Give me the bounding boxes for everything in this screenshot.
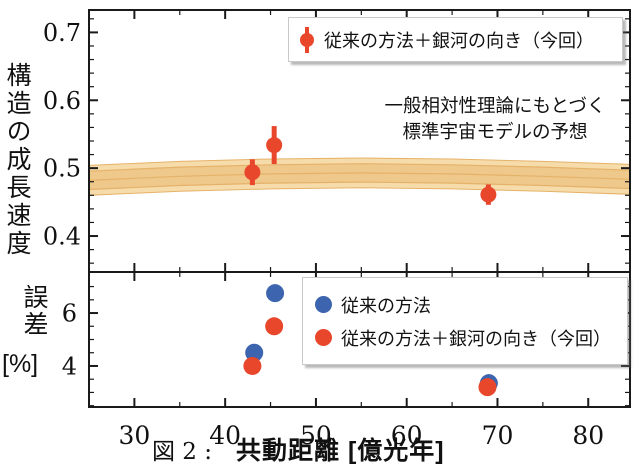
y-tick-label: 6 bbox=[62, 300, 77, 328]
y-tick-label: 4 bbox=[62, 352, 77, 380]
legend-label-conventional: 従来の方法 bbox=[341, 295, 431, 316]
x-tick-label: 80 bbox=[572, 421, 604, 450]
y-axis-label-percent: [%] bbox=[2, 350, 39, 378]
y-tick-label: 0.6 bbox=[43, 87, 81, 115]
x-axis-label: 共動距離 [億光年] bbox=[236, 437, 445, 465]
errorbar-marker-icon bbox=[298, 24, 316, 56]
band-annotation: 一般相対性理論にもとづく 標準宇宙モデルの予想 bbox=[354, 93, 636, 145]
x-tick-label: 70 bbox=[482, 421, 514, 450]
data-point bbox=[245, 343, 264, 362]
band-annotation-line1: 一般相対性理論にもとづく bbox=[384, 95, 606, 116]
blue-dot-icon bbox=[315, 296, 332, 313]
y-axis-label-growth-rate: 構造の成長速度 bbox=[3, 62, 31, 258]
y-tick-label: 0.5 bbox=[43, 155, 81, 183]
figure-caption: 図 2 : 共動距離 [億光年] bbox=[152, 431, 445, 467]
data-point bbox=[478, 378, 497, 397]
legend-label-new-method: 従来の方法＋銀河の向き（今回） bbox=[341, 328, 611, 349]
legend-bottom: 従来の方法 従来の方法＋銀河の向き（今回） bbox=[302, 277, 628, 365]
data-point bbox=[243, 356, 262, 375]
data-point bbox=[265, 317, 284, 336]
y-tick-label: 0.4 bbox=[43, 223, 81, 251]
legend-top-label: 従来の方法＋銀河の向き（今回） bbox=[324, 30, 594, 51]
red-dot-icon bbox=[315, 329, 332, 346]
prediction-band-centerline bbox=[88, 172, 631, 181]
x-tick-label: 50 bbox=[300, 421, 332, 450]
legend-top: 従来の方法＋銀河の向き（今回） bbox=[288, 17, 623, 62]
x-tick-label: 30 bbox=[118, 421, 150, 450]
data-point bbox=[266, 284, 285, 303]
x-tick-label: 40 bbox=[209, 421, 241, 450]
data-point bbox=[244, 164, 261, 181]
legend-row-new-method: 従来の方法＋銀河の向き（今回） bbox=[315, 325, 627, 351]
figure-number: 図 2 : bbox=[152, 439, 213, 465]
x-tick-label: 60 bbox=[391, 421, 423, 450]
data-point bbox=[480, 186, 497, 203]
band-annotation-line2: 標準宇宙モデルの予想 bbox=[402, 121, 588, 142]
data-point bbox=[266, 137, 283, 154]
y-tick-label: 0.7 bbox=[43, 19, 81, 47]
legend-row-conventional: 従来の方法 bbox=[315, 292, 627, 318]
y-axis-label-error: 誤差 bbox=[20, 284, 48, 338]
